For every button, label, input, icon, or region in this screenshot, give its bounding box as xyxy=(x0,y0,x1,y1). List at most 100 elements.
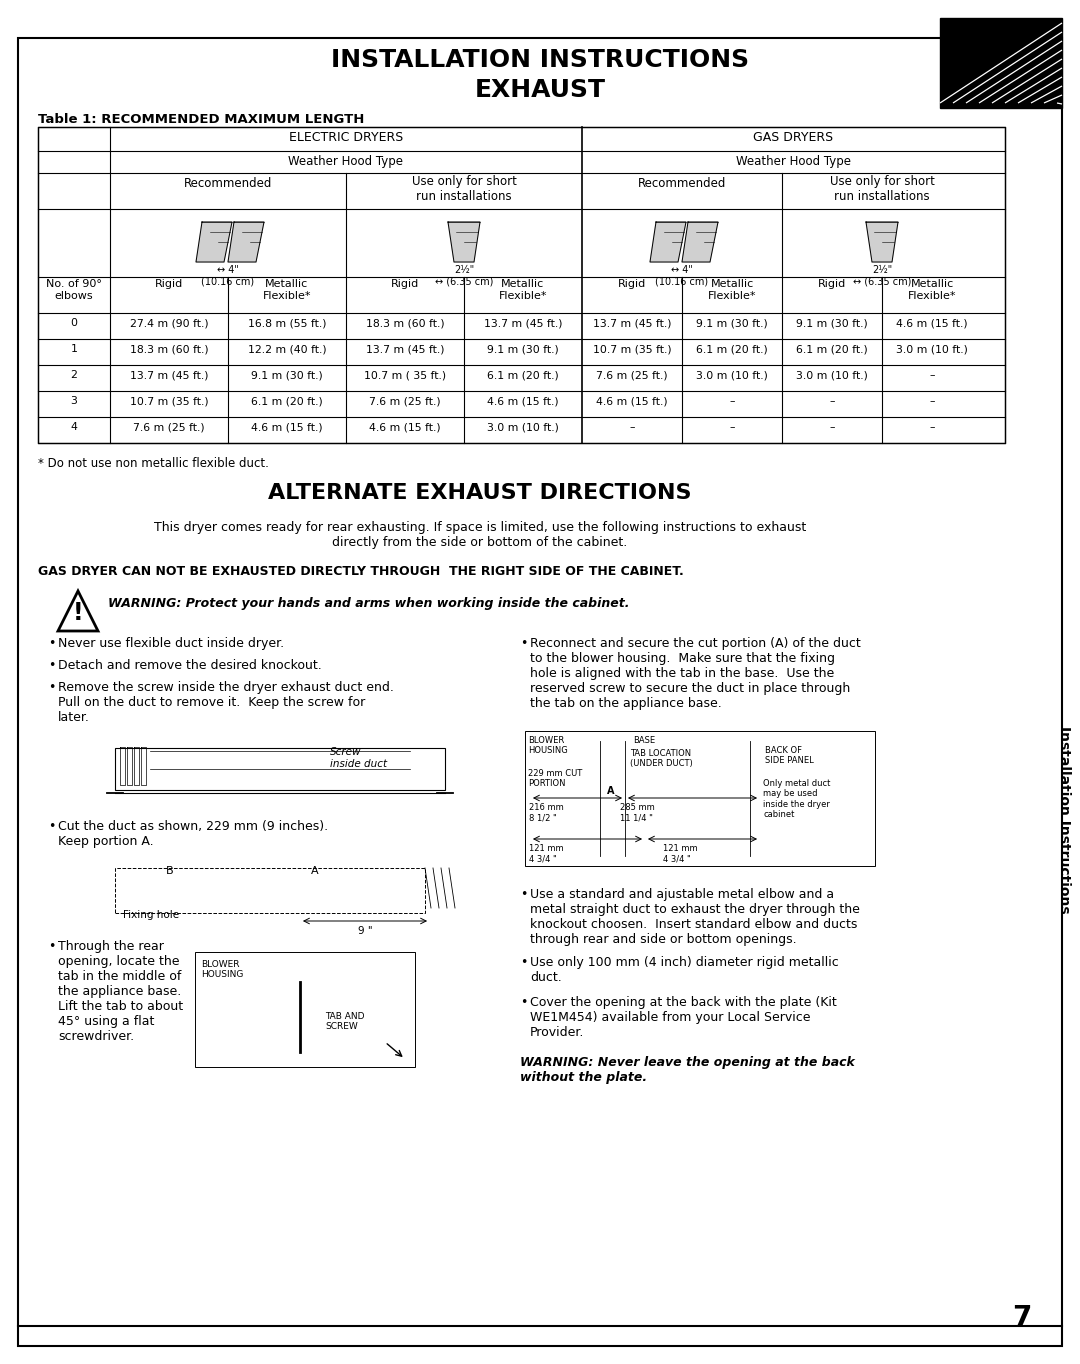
Text: Fixing hole: Fixing hole xyxy=(123,910,179,919)
Text: Rigid: Rigid xyxy=(818,280,846,289)
Text: GAS DRYER CAN NOT BE EXHAUSTED DIRECTLY THROUGH  THE RIGHT SIDE OF THE CABINET.: GAS DRYER CAN NOT BE EXHAUSTED DIRECTLY … xyxy=(38,565,684,578)
Text: •: • xyxy=(48,637,55,651)
Text: •: • xyxy=(48,940,55,953)
Polygon shape xyxy=(448,222,480,262)
Text: A: A xyxy=(607,786,615,797)
Text: !: ! xyxy=(72,602,83,625)
Text: 2: 2 xyxy=(70,370,78,381)
Text: Metallic
Flexible*: Metallic Flexible* xyxy=(499,280,548,300)
Text: 4.6 m (15 ft.): 4.6 m (15 ft.) xyxy=(596,396,667,406)
Text: 216 mm
8 1/2 ": 216 mm 8 1/2 " xyxy=(529,803,564,822)
Text: Never use flexible duct inside dryer.: Never use flexible duct inside dryer. xyxy=(58,637,284,651)
Text: 2½"
↔ (6.35 cm): 2½" ↔ (6.35 cm) xyxy=(435,265,494,286)
Text: •: • xyxy=(519,888,527,902)
Text: 4: 4 xyxy=(70,421,78,432)
Text: –: – xyxy=(729,396,734,406)
Text: Recommended: Recommended xyxy=(184,177,272,190)
Text: 10.7 m (35 ft.): 10.7 m (35 ft.) xyxy=(593,344,672,355)
Text: Metallic
Flexible*: Metallic Flexible* xyxy=(707,280,756,300)
FancyBboxPatch shape xyxy=(18,38,1062,1346)
Text: Cover the opening at the back with the plate (Kit
WE1M454) available from your L: Cover the opening at the back with the p… xyxy=(530,996,837,1039)
Text: 3.0 m (10 ft.): 3.0 m (10 ft.) xyxy=(896,344,968,355)
Text: •: • xyxy=(48,820,55,833)
Text: Reconnect and secure the cut portion (A) of the duct
to the blower housing.  Mak: Reconnect and secure the cut portion (A)… xyxy=(530,637,861,711)
Polygon shape xyxy=(195,222,232,262)
FancyBboxPatch shape xyxy=(38,127,1005,443)
Text: 9 ": 9 " xyxy=(357,926,373,936)
Text: 3.0 m (10 ft.): 3.0 m (10 ft.) xyxy=(487,421,559,432)
Text: 13.7 m (45 ft.): 13.7 m (45 ft.) xyxy=(593,318,672,327)
Text: 13.7 m (45 ft.): 13.7 m (45 ft.) xyxy=(484,318,563,327)
Text: ↔ 4"
(10.16 cm): ↔ 4" (10.16 cm) xyxy=(202,265,255,286)
Text: 10.7 m ( 35 ft.): 10.7 m ( 35 ft.) xyxy=(364,370,446,381)
FancyBboxPatch shape xyxy=(195,952,415,1067)
Polygon shape xyxy=(228,222,264,262)
Text: 4.6 m (15 ft.): 4.6 m (15 ft.) xyxy=(487,396,558,406)
Text: 6.1 m (20 ft.): 6.1 m (20 ft.) xyxy=(487,370,558,381)
FancyBboxPatch shape xyxy=(525,731,875,866)
Text: Rigid: Rigid xyxy=(391,280,419,289)
Text: BLOWER
HOUSING: BLOWER HOUSING xyxy=(528,737,568,756)
Text: 6.1 m (20 ft.): 6.1 m (20 ft.) xyxy=(796,344,868,355)
Text: TAB AND
SCREW: TAB AND SCREW xyxy=(325,1012,365,1031)
Text: TAB LOCATION
(UNDER DUCT): TAB LOCATION (UNDER DUCT) xyxy=(630,749,692,768)
Text: 16.8 m (55 ft.): 16.8 m (55 ft.) xyxy=(247,318,326,327)
Text: 6.1 m (20 ft.): 6.1 m (20 ft.) xyxy=(252,396,323,406)
Text: Metallic
Flexible*: Metallic Flexible* xyxy=(908,280,956,300)
Text: ALTERNATE EXHAUST DIRECTIONS: ALTERNATE EXHAUST DIRECTIONS xyxy=(268,483,692,503)
Text: –: – xyxy=(729,421,734,432)
Text: Installation Instructions: Installation Instructions xyxy=(1057,726,1071,914)
Text: Through the rear
opening, locate the
tab in the middle of
the appliance base.
Li: Through the rear opening, locate the tab… xyxy=(58,940,184,1043)
Text: •: • xyxy=(519,996,527,1009)
Text: ELECTRIC DRYERS: ELECTRIC DRYERS xyxy=(288,131,403,145)
Text: No. of 90°
elbows: No. of 90° elbows xyxy=(46,280,102,300)
Text: ↔ 4"
(10.16 cm): ↔ 4" (10.16 cm) xyxy=(656,265,708,286)
Text: BASE: BASE xyxy=(633,737,656,745)
Text: Recommended: Recommended xyxy=(638,177,726,190)
Text: Remove the screw inside the dryer exhaust duct end.
Pull on the duct to remove i: Remove the screw inside the dryer exhaus… xyxy=(58,681,394,724)
Text: –: – xyxy=(829,421,835,432)
Text: Table 1: RECOMMENDED MAXIMUM LENGTH: Table 1: RECOMMENDED MAXIMUM LENGTH xyxy=(38,113,364,125)
Text: Detach and remove the desired knockout.: Detach and remove the desired knockout. xyxy=(58,659,322,672)
Text: A: A xyxy=(311,866,319,876)
Text: EXHAUST: EXHAUST xyxy=(474,78,606,102)
Text: •: • xyxy=(519,956,527,968)
Text: –: – xyxy=(929,421,935,432)
Text: Use only for short
run installations: Use only for short run installations xyxy=(411,175,516,203)
Text: 9.1 m (30 ft.): 9.1 m (30 ft.) xyxy=(697,318,768,327)
Text: Use a standard and ajustable metal elbow and a
metal straight duct to exhaust th: Use a standard and ajustable metal elbow… xyxy=(530,888,860,947)
FancyBboxPatch shape xyxy=(114,747,445,790)
Text: –: – xyxy=(829,396,835,406)
Text: 3: 3 xyxy=(70,396,78,406)
Text: This dryer comes ready for rear exhausting. If space is limited, use the followi: This dryer comes ready for rear exhausti… xyxy=(153,521,806,548)
Text: 4.6 m (15 ft.): 4.6 m (15 ft.) xyxy=(252,421,323,432)
Text: B: B xyxy=(166,866,174,876)
Text: 9.1 m (30 ft.): 9.1 m (30 ft.) xyxy=(796,318,868,327)
Polygon shape xyxy=(650,222,686,262)
Text: 2½"
↔ (6.35 cm): 2½" ↔ (6.35 cm) xyxy=(853,265,912,286)
Text: 7: 7 xyxy=(1012,1304,1031,1333)
Text: Use only for short
run installations: Use only for short run installations xyxy=(829,175,934,203)
Text: 121 mm
4 3/4 ": 121 mm 4 3/4 " xyxy=(663,844,698,863)
Text: 1: 1 xyxy=(70,344,78,355)
Text: BLOWER
HOUSING: BLOWER HOUSING xyxy=(201,960,243,979)
Text: 18.3 m (60 ft.): 18.3 m (60 ft.) xyxy=(366,318,444,327)
Text: 27.4 m (90 ft.): 27.4 m (90 ft.) xyxy=(130,318,208,327)
FancyBboxPatch shape xyxy=(940,18,1062,108)
Text: 7.6 m (25 ft.): 7.6 m (25 ft.) xyxy=(369,396,441,406)
Text: 7.6 m (25 ft.): 7.6 m (25 ft.) xyxy=(133,421,205,432)
Text: 6.1 m (20 ft.): 6.1 m (20 ft.) xyxy=(697,344,768,355)
Polygon shape xyxy=(681,222,718,262)
Text: Screw
inside duct: Screw inside duct xyxy=(330,747,387,768)
Text: Only metal duct
may be used
inside the dryer
cabinet: Only metal duct may be used inside the d… xyxy=(762,779,831,820)
Text: –: – xyxy=(630,421,635,432)
Text: 285 mm
11 1/4 ": 285 mm 11 1/4 " xyxy=(620,803,654,822)
Text: 3.0 m (10 ft.): 3.0 m (10 ft.) xyxy=(697,370,768,381)
Text: 13.7 m (45 ft.): 13.7 m (45 ft.) xyxy=(366,344,444,355)
Text: 18.3 m (60 ft.): 18.3 m (60 ft.) xyxy=(130,344,208,355)
Text: •: • xyxy=(519,637,527,651)
Text: Metallic
Flexible*: Metallic Flexible* xyxy=(262,280,311,300)
Polygon shape xyxy=(866,222,897,262)
FancyBboxPatch shape xyxy=(114,868,426,913)
Text: BACK OF
SIDE PANEL: BACK OF SIDE PANEL xyxy=(765,746,813,765)
